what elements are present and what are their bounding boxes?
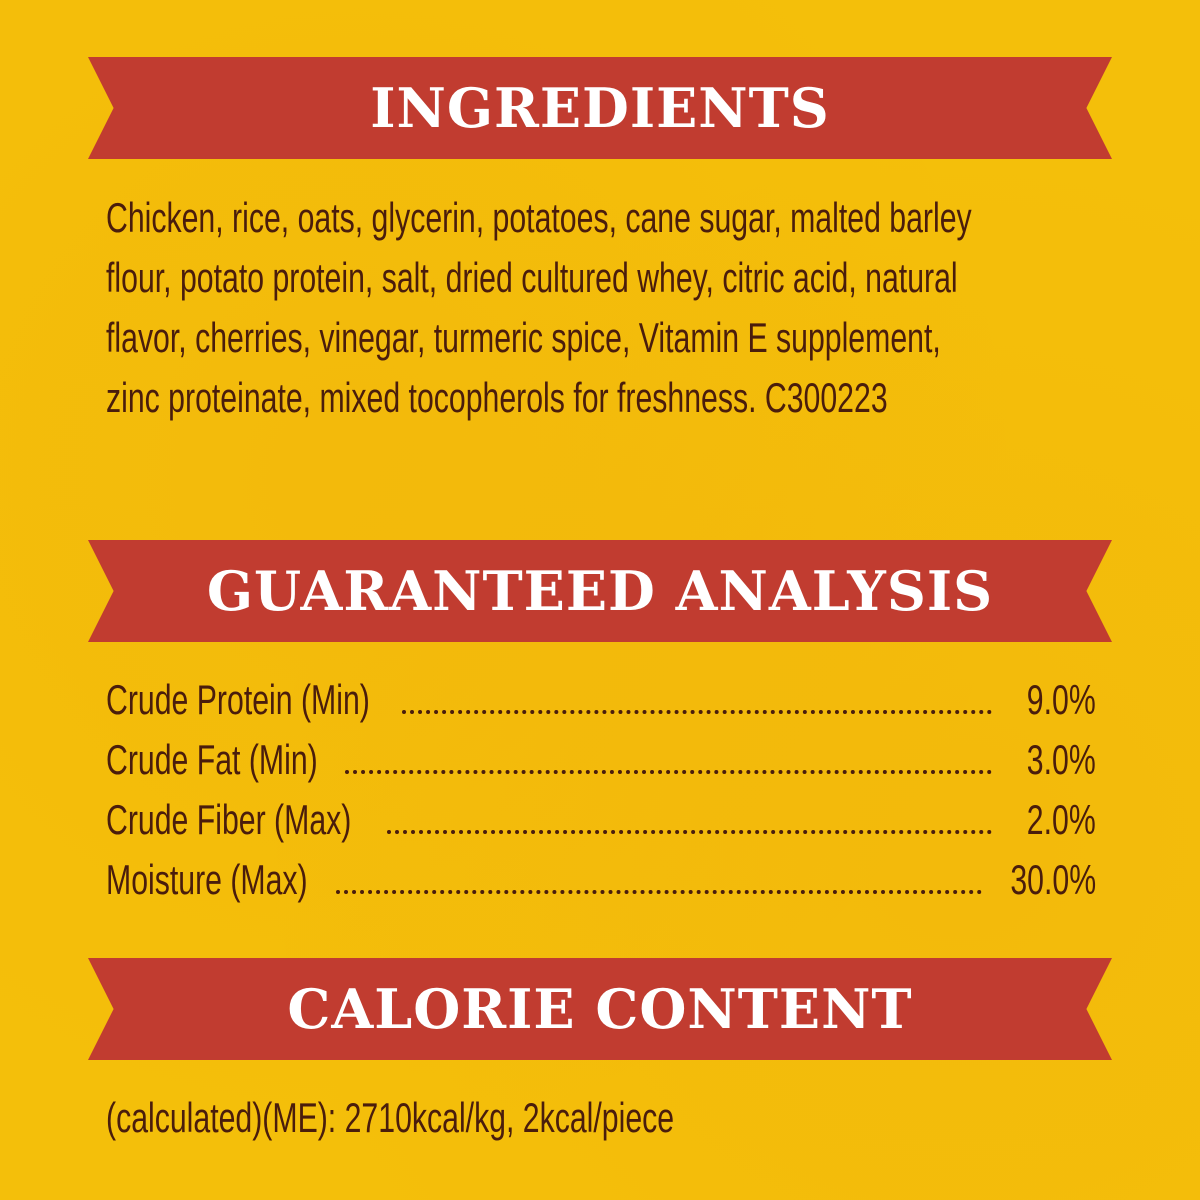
ingredients-banner: INGREDIENTS	[88, 57, 1112, 159]
analysis-row: Moisture (Max) 30.0%	[106, 850, 1096, 910]
ingredients-line: zinc proteinate, mixed tocopherols for f…	[106, 374, 888, 421]
analysis-value: 30.0%	[1010, 856, 1096, 903]
analysis-value: 9.0%	[1027, 676, 1096, 723]
analysis-label: Crude Fiber (Max)	[106, 796, 352, 843]
analysis-row: Crude Fiber (Max) 2.0%	[106, 790, 1096, 850]
analysis-table: Crude Protein (Min) 9.0% Crude Fat (Min)…	[106, 670, 1096, 910]
calorie-text: (calculated)(ME): 2710kcal/kg, 2kcal/pie…	[106, 1094, 675, 1141]
analysis-row: Crude Protein (Min) 9.0%	[106, 670, 1096, 730]
analysis-banner: GUARANTEED ANALYSIS	[88, 540, 1112, 642]
analysis-row: Crude Fat (Min) 3.0%	[106, 730, 1096, 790]
analysis-value: 2.0%	[1027, 796, 1096, 843]
dot-leader	[336, 890, 982, 894]
ingredients-line: Chicken, rice, oats, glycerin, potatoes,…	[106, 194, 972, 241]
analysis-heading: GUARANTEED ANALYSIS	[206, 559, 994, 623]
dot-leader	[402, 710, 993, 714]
ingredients-line: flour, potato protein, salt, dried cultu…	[106, 254, 958, 301]
dot-leader	[386, 830, 993, 834]
calorie-banner: CALORIE CONTENT	[88, 958, 1112, 1060]
analysis-value: 3.0%	[1027, 736, 1096, 783]
analysis-label: Moisture (Max)	[106, 856, 308, 903]
dot-leader	[345, 770, 993, 774]
calorie-heading: CALORIE CONTENT	[287, 977, 913, 1041]
ingredients-text: Chicken, rice, oats, glycerin, potatoes,…	[106, 188, 972, 428]
analysis-label: Crude Protein (Min)	[106, 676, 370, 723]
ingredients-heading: INGREDIENTS	[370, 76, 830, 140]
ingredients-line: flavor, cherries, vinegar, turmeric spic…	[106, 314, 941, 361]
analysis-label: Crude Fat (Min)	[106, 736, 318, 783]
